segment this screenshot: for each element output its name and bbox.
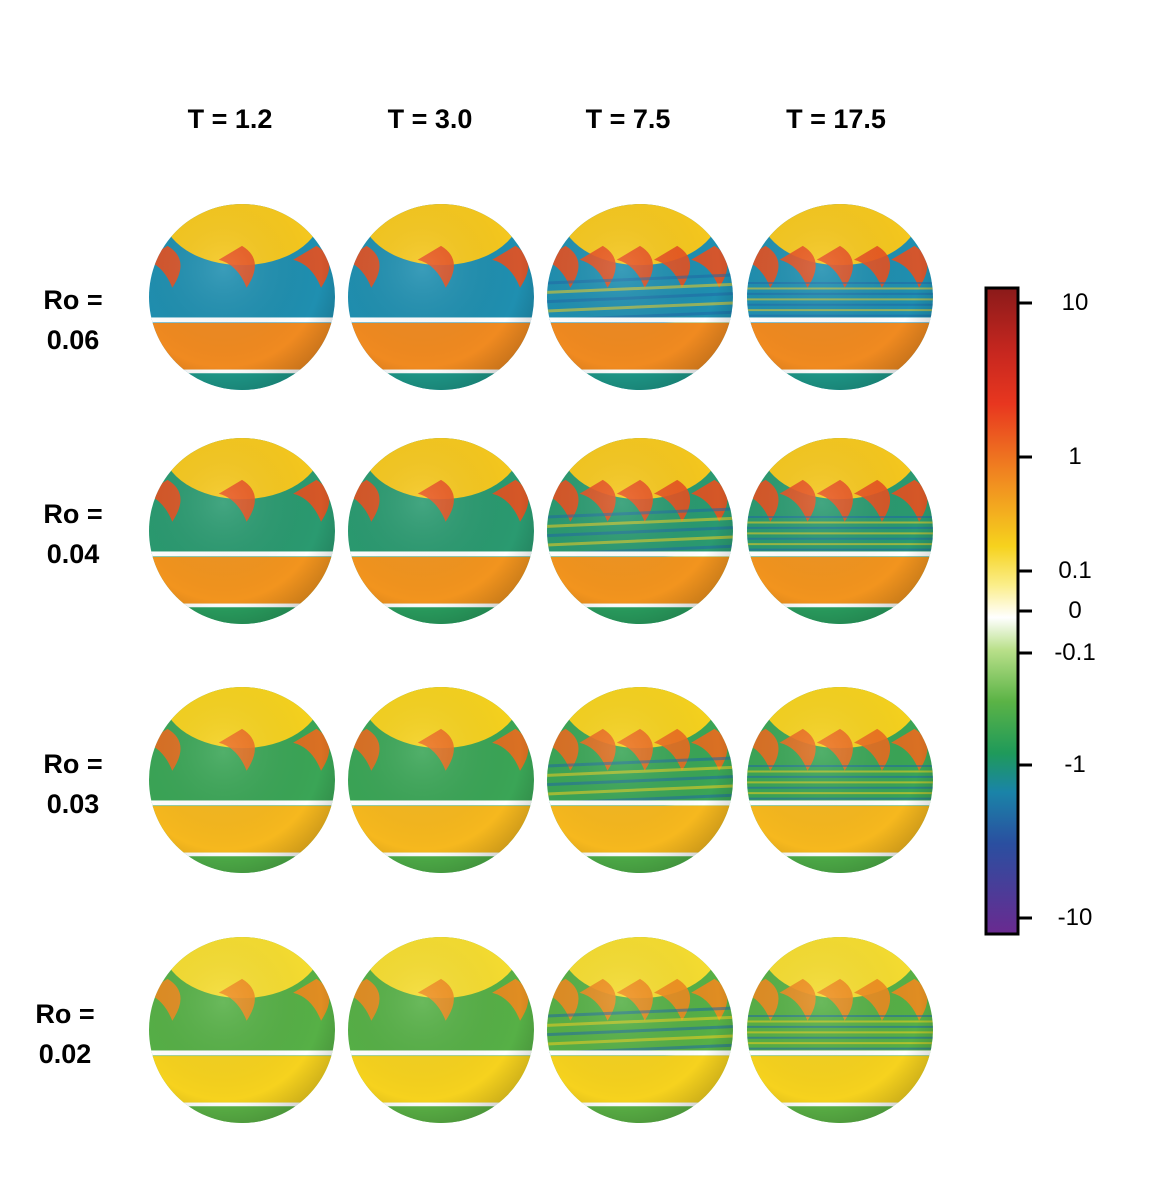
row-label-4: Ro = 0.02 <box>10 994 120 1074</box>
sphere-r2-c3 <box>547 438 733 624</box>
sphere-r1-c1 <box>149 204 335 390</box>
row-label-3: Ro = 0.03 <box>18 744 128 824</box>
colorbar <box>984 286 1020 936</box>
sphere-r4-c4 <box>747 937 933 1123</box>
colorbar-tick-neg-10: -10 <box>1057 904 1093 931</box>
colorbar-tick-0: 0 <box>1068 597 1082 624</box>
column-title-t2: T = 3.0 <box>387 104 473 134</box>
colorbar-gradient <box>984 286 1020 936</box>
column-title-t1: T = 1.2 <box>187 104 273 134</box>
column-title-t3: T = 7.5 <box>585 104 671 134</box>
row-label-1-line1: Ro = <box>43 285 103 315</box>
sphere-r4-c2 <box>348 937 534 1123</box>
sphere-r3-c4 <box>747 687 933 873</box>
sphere-r4-c3 <box>547 937 733 1123</box>
row-label-2: Ro = 0.04 <box>18 494 128 574</box>
sphere-r2-c4 <box>747 438 933 624</box>
sphere-r1-c3 <box>547 204 733 390</box>
column-title-t4: T = 17.5 <box>786 104 886 134</box>
row-label-2-line2: 0.04 <box>46 539 100 569</box>
sphere-r1-c2 <box>348 204 534 390</box>
sphere-r3-c1 <box>149 687 335 873</box>
colorbar-tick-1: 1 <box>1068 443 1082 470</box>
colorbar-tick-marks <box>1018 301 1032 920</box>
row-label-1: Ro = 0.06 <box>18 280 128 360</box>
row-label-2-line1: Ro = <box>43 499 103 529</box>
colorbar-tick-neg-0-1: -0.1 <box>1054 639 1096 666</box>
sphere-r2-c2 <box>348 438 534 624</box>
row-label-3-line1: Ro = <box>43 749 103 779</box>
colorbar-tick-neg-1: -1 <box>1064 751 1086 778</box>
colorbar-tick-0-1: 0.1 <box>1058 557 1092 584</box>
sphere-r2-c1 <box>149 438 335 624</box>
row-label-4-line2: 0.02 <box>38 1039 92 1069</box>
colorbar-tick-10: 10 <box>1061 289 1089 316</box>
sphere-r1-c4 <box>747 204 933 390</box>
row-label-1-line2: 0.06 <box>46 325 100 355</box>
sphere-r3-c2 <box>348 687 534 873</box>
row-label-3-line2: 0.03 <box>46 789 100 819</box>
sphere-r3-c3 <box>547 687 733 873</box>
row-label-4-line1: Ro = <box>35 999 95 1029</box>
sphere-r4-c1 <box>149 937 335 1123</box>
